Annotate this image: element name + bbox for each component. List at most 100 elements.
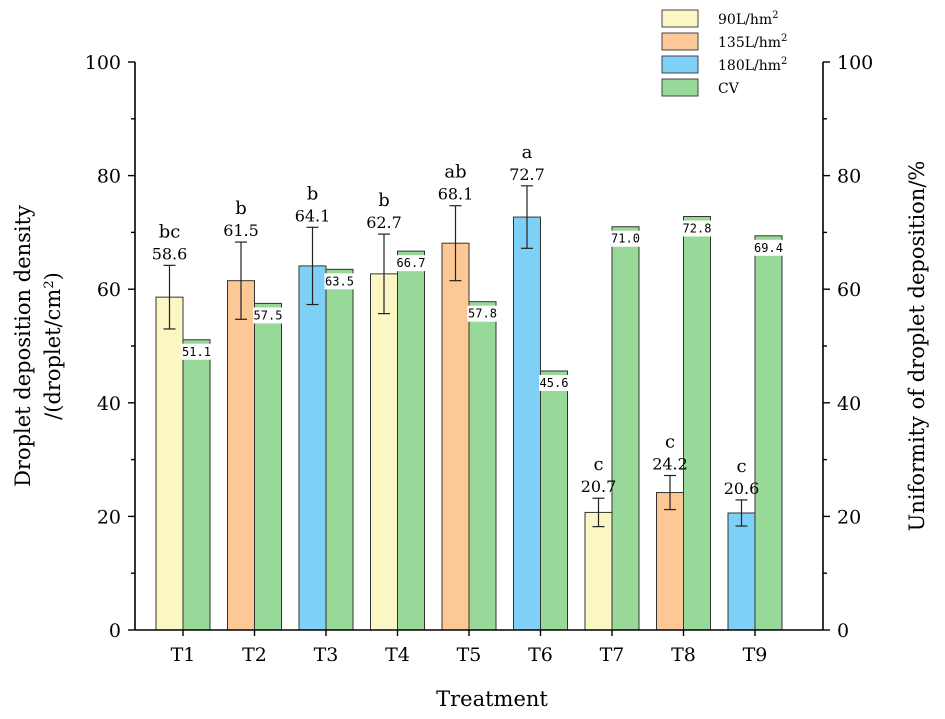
- legend-label-sup: 2: [781, 56, 787, 67]
- bars-layer: [155, 215, 783, 631]
- right-y-title-text: Uniformity of droplet deposition/%: [905, 161, 929, 532]
- cv-label-background: [467, 305, 498, 322]
- left-y-tick-label: 0: [109, 620, 121, 642]
- cv-label-background: [539, 374, 569, 391]
- density-bar-t7: [584, 511, 613, 631]
- cv-label-background: [610, 230, 641, 247]
- left-y-tick-label: 40: [97, 393, 121, 415]
- significance-letter: b: [307, 183, 319, 204]
- cv-value-label: 51.1: [182, 345, 211, 359]
- left-y-title-unit: /(droplet/cm: [41, 289, 65, 420]
- right-y-tick-label: 40: [837, 393, 861, 415]
- left-y-tick-label: 80: [97, 166, 121, 188]
- cv-label-background: [682, 220, 712, 237]
- cv-bar-t8: [683, 215, 711, 631]
- x-tick-label: T4: [385, 644, 410, 666]
- legend-label-sup: 2: [781, 33, 787, 44]
- cv-label-background: [324, 273, 355, 290]
- cv-label-background: [181, 343, 212, 360]
- legend-swatch-1: [661, 32, 699, 51]
- legend-label-text: 135L/hm: [718, 35, 781, 51]
- density-bar-t1: [155, 296, 184, 631]
- left-y-tick-label: 20: [97, 506, 121, 528]
- cv-bar-t1: [182, 339, 211, 631]
- x-tick-label: T5: [457, 644, 482, 666]
- density-value-label: 20.6: [724, 479, 760, 498]
- right-y-tick-label: 100: [837, 52, 873, 74]
- cv-bar-t3: [325, 268, 354, 631]
- density-value-label: 20.7: [581, 477, 617, 496]
- left-y-title-sup: 2: [42, 280, 57, 288]
- cv-bar-t6: [540, 370, 568, 631]
- legend-label-3: CV: [718, 81, 740, 97]
- density-value-label: 58.6: [152, 244, 188, 263]
- density-bar-t6: [513, 216, 541, 631]
- significance-letter: c: [665, 432, 675, 453]
- density-bar-t9: [727, 512, 756, 631]
- cv-value-label: 45.6: [540, 376, 569, 390]
- x-tick-label: T2: [242, 644, 267, 666]
- legend-label-sup: 2: [772, 10, 778, 21]
- ticks-layer: T1 T2 T3 T4 T5 T6 T7 T8 T9 0 0 20 20 40 40 60 60 80 80 100 1…: [85, 52, 874, 666]
- labels-layer: 58.6 bc 51.1 61.5 b 57.5 64.1 b 63.5 62.7 b 66.7 68.…: [152, 142, 784, 498]
- cv-label-background: [753, 239, 784, 256]
- x-axis-title: Treatment: [436, 687, 548, 711]
- right-y-tick-label: 20: [837, 506, 861, 528]
- right-y-tick-label: 0: [837, 620, 849, 642]
- right-y-tick-label: 80: [837, 166, 861, 188]
- cv-bar-t9: [754, 235, 783, 631]
- legend-swatch-2: [661, 55, 699, 74]
- significance-letter: ab: [444, 162, 466, 183]
- density-value-label: 24.2: [652, 455, 688, 474]
- density-bar-t5: [441, 242, 470, 631]
- cv-bar-t4: [397, 250, 425, 631]
- legend-label-text: CV: [718, 81, 740, 97]
- legend-label-text: 180L/hm: [718, 58, 781, 74]
- significance-letter: b: [378, 190, 390, 211]
- cv-bar-t7: [611, 226, 640, 631]
- cv-value-label: 63.5: [325, 274, 354, 288]
- left-y-title-line2: /(droplet/cm2): [41, 272, 65, 420]
- density-value-label: 62.7: [366, 213, 402, 232]
- legend-label-0: 90L/hm2: [718, 10, 779, 28]
- legend-swatch-0: [661, 9, 699, 28]
- legend-label-text: 90L/hm: [718, 12, 772, 28]
- right-y-tick-label: 60: [837, 279, 861, 301]
- x-tick-label: T3: [314, 644, 339, 666]
- cv-bar-t5: [468, 301, 497, 631]
- left-y-title-close: ): [41, 272, 65, 280]
- cv-label-background: [396, 255, 426, 272]
- significance-letter: b: [235, 198, 247, 219]
- density-value-label: 72.7: [509, 165, 545, 184]
- density-value-label: 68.1: [438, 185, 474, 204]
- cv-value-label: 69.4: [754, 241, 783, 255]
- significance-letter: bc: [159, 221, 181, 242]
- density-value-label: 61.5: [223, 221, 259, 240]
- significance-letter: c: [593, 454, 603, 475]
- density-bar-t4: [370, 273, 398, 631]
- legend-label-1: 135L/hm2: [718, 33, 787, 51]
- x-tick-label: T1: [171, 644, 196, 666]
- cv-value-label: 57.8: [468, 307, 497, 321]
- cv-bar-t2: [254, 302, 282, 631]
- cv-value-label: 66.7: [397, 256, 426, 270]
- significance-letter: a: [522, 142, 533, 163]
- cv-label-background: [253, 307, 283, 324]
- legend-label-2: 180L/hm2: [718, 56, 787, 74]
- x-tick-label: T7: [600, 644, 625, 666]
- cv-value-label: 57.5: [254, 308, 283, 322]
- left-y-tick-label: 60: [97, 279, 121, 301]
- legend-swatch-3: [661, 78, 699, 97]
- significance-letter: c: [736, 456, 746, 477]
- left-y-tick-label: 100: [85, 52, 121, 74]
- right-y-axis-title: Uniformity of droplet deposition/%: [905, 161, 929, 532]
- x-tick-label: T6: [528, 644, 553, 666]
- x-tick-label: T8: [671, 644, 696, 666]
- x-tick-label: T9: [743, 644, 768, 666]
- density-bar-t2: [227, 280, 255, 631]
- cv-value-label: 72.8: [683, 221, 712, 235]
- left-y-title-line1: Droplet deposition density: [11, 205, 35, 487]
- density-bar-t8: [656, 492, 684, 631]
